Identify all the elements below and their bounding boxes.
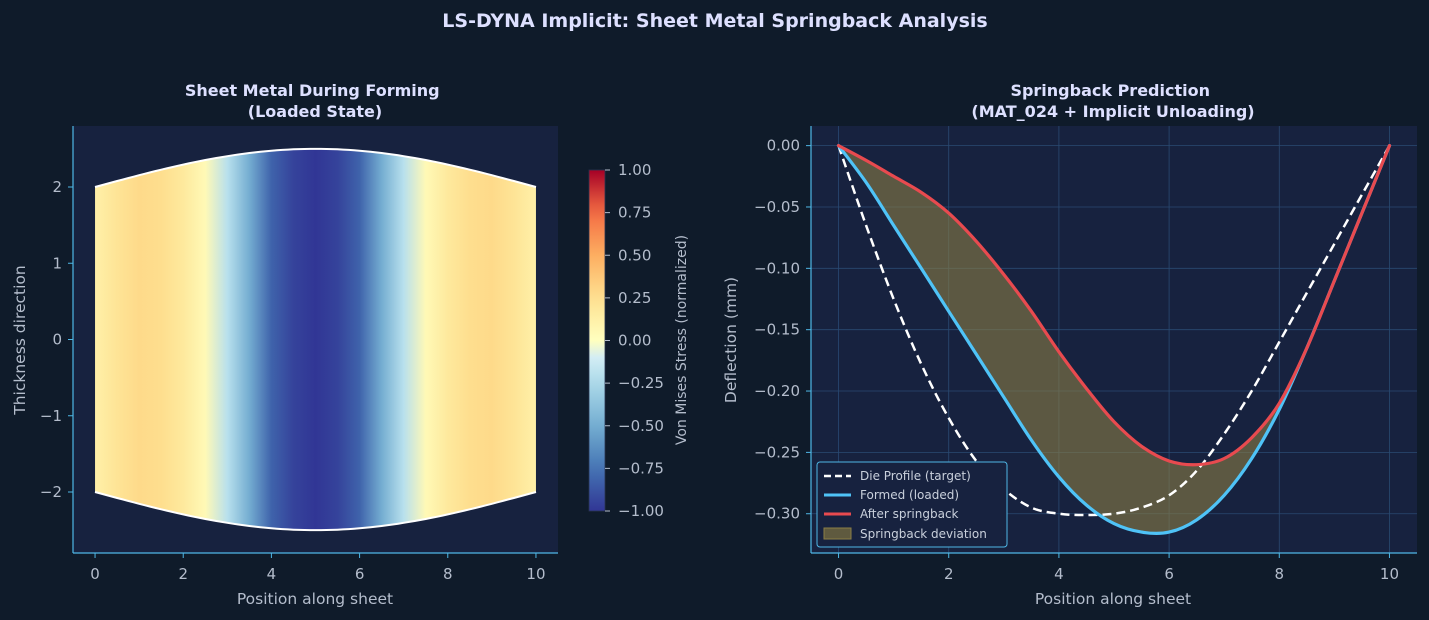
- left-y-tick-label: −2: [40, 483, 62, 501]
- colorbar: 1.00 0.75 0.50 0.25 0.00 −0.25 −0.50 −0.75 −1.00…: [588, 161, 690, 520]
- right-y-tick-label: −0.25: [754, 443, 800, 461]
- right-x-tick-label: 4: [1054, 565, 1064, 583]
- left-title-line1: Sheet Metal During Forming: [185, 81, 440, 100]
- right-series-lines: [836, 144, 1392, 536]
- left-y-tick-label: −1: [40, 407, 62, 425]
- right-y-tick-label: −0.05: [754, 198, 800, 216]
- colorbar-tick-label: 1.00: [618, 161, 651, 179]
- left-x-tick-label: 2: [178, 565, 188, 583]
- left-panel-forming: Sheet Metal During Forming (Loaded State…: [11, 81, 690, 608]
- legend-label-die-profile: Die Profile (target): [860, 469, 971, 483]
- legend: Die Profile (target) Formed (loaded) Aft…: [816, 461, 1008, 548]
- right-x-tick-label: 0: [834, 565, 844, 583]
- colorbar-tick-label: 0.50: [618, 246, 651, 264]
- left-ticks: 0 2 4 6 8 10 −2 −1 0 1 2: [40, 178, 546, 583]
- left-x-tick-label: 6: [355, 565, 365, 583]
- series-line-after-springback: [836, 144, 1392, 467]
- colorbar-tick-label: 0.25: [618, 289, 651, 307]
- left-x-tick-label: 4: [267, 565, 277, 583]
- colorbar-ticks: 1.00 0.75 0.50 0.25 0.00 −0.25 −0.50 −0.75 −1.00: [605, 161, 664, 520]
- left-x-tick-label: 10: [526, 565, 545, 583]
- left-panel-title: Sheet Metal During Forming (Loaded State…: [185, 81, 445, 121]
- left-title-line2: (Loaded State): [248, 102, 382, 121]
- right-panel-springback: Springback Prediction (MAT_024 + Implici…: [722, 81, 1417, 608]
- right-panel-title: Springback Prediction (MAT_024 + Implici…: [971, 81, 1254, 121]
- right-x-tick-label: 10: [1380, 565, 1399, 583]
- right-title-line2: (MAT_024 + Implicit Unloading): [971, 102, 1254, 121]
- left-y-tick-label: 2: [52, 178, 62, 196]
- legend-label-formed: Formed (loaded): [860, 488, 959, 502]
- right-y-tick-label: −0.15: [754, 321, 800, 339]
- right-ticks: 0 2 4 6 8 10 0.00 −0.05 −0.10 −0.15 −0.20 −0.25 −0.3…: [754, 137, 1399, 583]
- right-x-tick-label: 8: [1274, 565, 1284, 583]
- colorbar-tick-label: −0.75: [618, 459, 664, 477]
- legend-label-springback: After springback: [860, 507, 959, 521]
- right-x-axis-label: Position along sheet: [1035, 590, 1191, 608]
- right-x-tick-label: 6: [1164, 565, 1174, 583]
- colorbar-tick-label: −1.00: [618, 502, 664, 520]
- colorbar-strip: [588, 169, 606, 512]
- legend-swatch-deviation: [823, 527, 852, 540]
- colorbar-tick-label: −0.50: [618, 417, 664, 435]
- right-x-tick-label: 2: [944, 565, 954, 583]
- left-y-axis-label: Thickness direction: [11, 265, 29, 415]
- right-y-tick-label: −0.10: [754, 259, 800, 277]
- right-y-tick-label: −0.20: [754, 382, 800, 400]
- sheet-top-outline: [94, 147, 537, 188]
- right-y-tick-label: 0.00: [767, 137, 800, 155]
- stress-field: [95, 148, 536, 531]
- left-x-axis-label: Position along sheet: [237, 590, 393, 608]
- left-x-tick-label: 0: [90, 565, 100, 583]
- figure-title: LS-DYNA Implicit: Sheet Metal Springback…: [442, 10, 987, 32]
- sheet-bottom-outline: [94, 491, 537, 532]
- right-y-axis-label: Deflection (mm): [722, 277, 740, 403]
- colorbar-tick-label: 0.75: [618, 204, 651, 222]
- right-title-line1: Springback Prediction: [1010, 81, 1210, 100]
- colorbar-label: Von Mises Stress (normalized): [674, 235, 690, 445]
- series-line-die-profile: [837, 144, 1391, 517]
- legend-box: [816, 461, 1008, 548]
- right-y-tick-label: −0.30: [754, 505, 800, 523]
- colorbar-tick-label: 0.00: [618, 332, 651, 350]
- left-y-tick-label: 0: [52, 331, 62, 349]
- left-y-tick-label: 1: [52, 254, 62, 272]
- legend-label-deviation: Springback deviation: [860, 527, 987, 541]
- left-x-tick-label: 8: [443, 565, 453, 583]
- colorbar-tick-label: −0.25: [618, 374, 664, 392]
